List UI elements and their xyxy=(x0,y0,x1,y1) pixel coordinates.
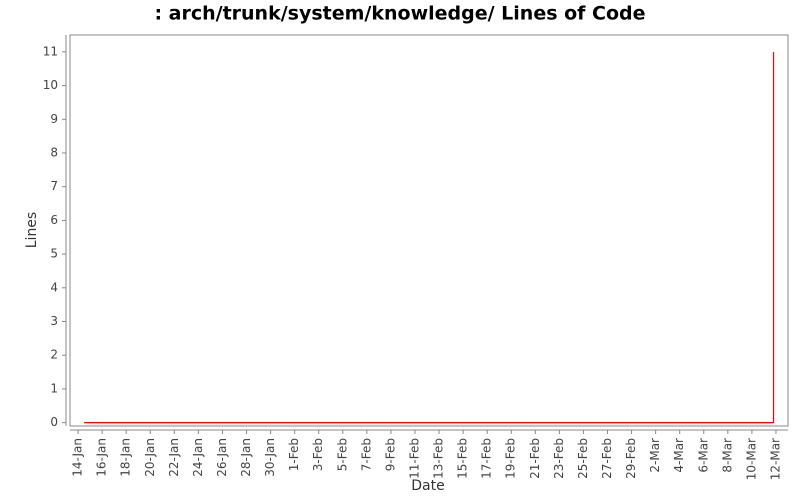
x-tick-label: 17-Feb xyxy=(480,438,494,479)
y-tick-label: 6 xyxy=(50,213,58,227)
x-tick-label: 20-Jan xyxy=(143,438,157,477)
x-tick-label: 23-Feb xyxy=(552,438,566,479)
x-tick-label: 15-Feb xyxy=(456,438,470,479)
x-tick-label: 27-Feb xyxy=(600,438,614,479)
x-tick-label: 25-Feb xyxy=(576,438,590,479)
x-tick-label: 10-Mar xyxy=(744,438,758,480)
x-tick-label: 3-Feb xyxy=(311,438,325,471)
x-tick-label: 21-Feb xyxy=(528,438,542,479)
y-tick-label: 3 xyxy=(50,314,58,328)
y-tick-label: 0 xyxy=(50,415,58,429)
x-tick-label: 22-Jan xyxy=(167,438,181,477)
y-tick-label: 4 xyxy=(50,280,58,294)
x-tick-label: 11-Feb xyxy=(407,438,421,479)
x-tick-label: 4-Mar xyxy=(672,438,686,473)
x-axis-title: Date xyxy=(411,478,444,494)
y-tick-label: 8 xyxy=(50,145,58,159)
y-tick-label: 11 xyxy=(43,44,58,58)
x-tick-label: 5-Feb xyxy=(335,438,349,471)
y-tick-label: 1 xyxy=(50,381,58,395)
x-tick-label: 7-Feb xyxy=(359,438,373,471)
x-tick-label: 2-Mar xyxy=(648,438,662,473)
y-axis-title: Lines xyxy=(24,212,40,248)
chart-title: : arch/trunk/system/knowledge/ Lines of … xyxy=(154,3,645,25)
x-tick-label: 8-Mar xyxy=(720,438,734,473)
x-tick-label: 29-Feb xyxy=(624,438,638,479)
x-tick-label: 12-Mar xyxy=(768,438,782,480)
y-tick-label: 7 xyxy=(50,179,58,193)
x-tick-label: 6-Mar xyxy=(696,438,710,473)
x-tick-label: 13-Feb xyxy=(432,438,446,479)
plot-area xyxy=(69,34,789,427)
x-tick-label: 24-Jan xyxy=(191,438,205,477)
y-tick-label: 10 xyxy=(43,78,58,92)
y-tick-label: 5 xyxy=(50,247,58,261)
x-tick-label: 28-Jan xyxy=(239,438,253,477)
y-tick-label: 2 xyxy=(50,348,58,362)
y-tick-label: 9 xyxy=(50,112,58,126)
x-tick-label: 30-Jan xyxy=(263,438,277,477)
x-tick-label: 14-Jan xyxy=(71,438,85,477)
line-series xyxy=(84,51,775,424)
x-tick-label: 9-Feb xyxy=(383,438,397,471)
x-tick-label: 26-Jan xyxy=(215,438,229,477)
x-tick-label: 16-Jan xyxy=(95,438,109,477)
x-tick-label: 18-Jan xyxy=(119,438,133,477)
x-tick-label: 1-Feb xyxy=(287,438,301,471)
x-tick-label: 19-Feb xyxy=(504,438,518,479)
